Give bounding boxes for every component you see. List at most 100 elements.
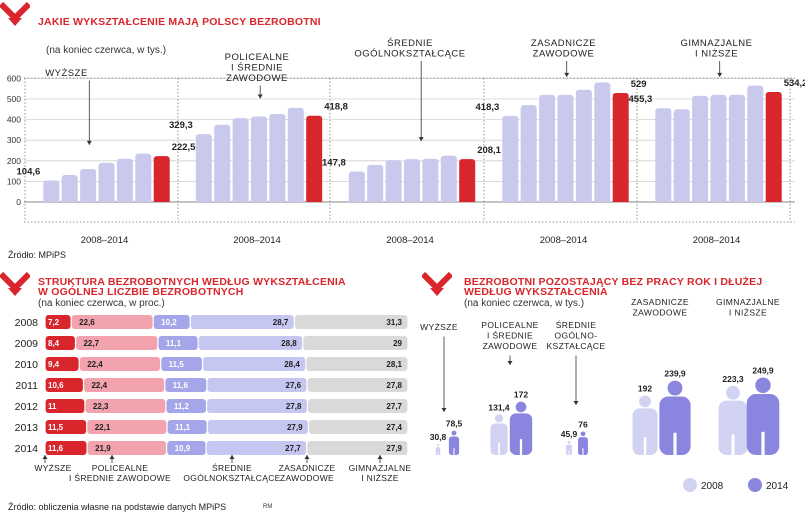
segment-value: 22,3 (93, 402, 109, 411)
year-label: 2012 (15, 401, 39, 413)
segment-value: 22,6 (79, 318, 95, 327)
segment-value: 22,4 (87, 360, 103, 369)
y-tick-label: 500 (7, 94, 21, 104)
value-label-2014: 534,2 (784, 78, 805, 89)
legend-label: ŚREDNIE (212, 462, 252, 473)
chart2-title-line1: STRUKTURA BEZROBOTNYCH WEDŁUG WYKSZTAŁCE… (38, 276, 346, 288)
value-2014: 239,9 (664, 369, 686, 379)
segment-1 (85, 399, 166, 413)
segment-2 (166, 399, 206, 413)
bar-base (98, 199, 115, 202)
segment-2 (167, 441, 206, 455)
bar-base (116, 199, 133, 202)
bar-0-2 (80, 169, 97, 202)
category-label: OGÓLNOKSZTAŁCĄCE (354, 49, 465, 60)
segment-4 (306, 357, 408, 371)
bar-base (269, 199, 286, 202)
legend-2008-swatch (683, 478, 697, 492)
segment-value: 28,4 (284, 360, 300, 369)
segment-4 (303, 336, 408, 350)
person-2014-icon (659, 380, 691, 455)
segment-value: 11,6 (48, 444, 64, 453)
bar-1-0 (195, 134, 212, 202)
bar-4-4 (728, 94, 745, 202)
leader-arrow (257, 94, 263, 99)
year-label: 2008 (15, 317, 39, 329)
group-label: I ŚREDNIE (487, 330, 533, 341)
legend-arrow (42, 455, 48, 459)
unemployed-by-education-chart: 0 100 200 300 400 500 600 104,6 222,5 WYŻSZE 2008–… (7, 37, 805, 246)
segment-value: 28,1 (386, 360, 402, 369)
segment-1 (84, 378, 165, 392)
segment-value: 27,7 (386, 402, 402, 411)
legend-label: WYŻSZE (34, 463, 71, 473)
leader-arrow (717, 72, 723, 77)
segment-0 (45, 399, 85, 413)
category-label: ZAWODOWE (533, 49, 595, 60)
segment-4 (294, 315, 408, 329)
segment-value: 27,8 (386, 381, 402, 390)
value-2008: 30,8 (430, 432, 447, 442)
segment-value: 29 (393, 339, 402, 348)
bar-base (195, 199, 212, 202)
chart3-title-line2: WEDŁUG WYKSZTAŁCENIA (464, 286, 608, 298)
category-label: I ŚREDNIE (231, 62, 283, 74)
y-tick-label: 100 (7, 176, 21, 186)
person-2014-icon (509, 401, 533, 455)
segment-3 (207, 399, 307, 413)
legend-label: ZAWODOWE (280, 473, 334, 483)
bar-base (594, 199, 611, 202)
segment-value: 27,8 (286, 402, 302, 411)
bar-0-1 (61, 175, 78, 202)
bar-base (348, 199, 365, 202)
legend-label: ZASADNICZE (279, 463, 336, 473)
segment-0 (45, 420, 87, 434)
segment-3 (198, 336, 303, 350)
bar-base (655, 199, 672, 202)
segment-4 (309, 420, 408, 434)
person-2014-icon (578, 431, 588, 455)
legend-label: POLICEALNE (92, 463, 148, 473)
value-2014: 249,9 (752, 366, 774, 376)
segment-value: 21,9 (95, 444, 111, 453)
group-label: WYŻSZE (420, 322, 458, 332)
segment-3 (207, 420, 308, 434)
y-tick-label: 0 (16, 197, 21, 207)
bar-4-0 (655, 108, 672, 202)
bar-2-0 (348, 171, 365, 202)
segment-value: 7,2 (48, 318, 60, 327)
bar-base (502, 199, 519, 202)
category-label: ZASADNICZE (531, 38, 596, 49)
author-initials: RM (263, 504, 273, 510)
legend-label: GIMNAZJALNE (349, 463, 412, 473)
person-2008-icon (490, 414, 508, 455)
bar-4-5 (747, 85, 764, 202)
bar-base (765, 199, 782, 202)
segment-value: 11,5 (48, 423, 64, 432)
chart2-source: Źródło: obliczenia własne na podstawie d… (8, 502, 227, 512)
period-label: 2008–2014 (386, 235, 434, 246)
segment-value: 27,9 (386, 444, 402, 453)
bar-0-3 (98, 162, 115, 202)
segment-1 (76, 336, 158, 350)
group-label: I NIŻSZE (729, 308, 767, 318)
year-label: 2013 (15, 422, 39, 434)
leader-arrow (418, 137, 424, 142)
segment-0 (45, 441, 87, 455)
bar-base (459, 199, 476, 202)
segment-value: 10,2 (161, 318, 177, 327)
bar-2-1 (367, 164, 384, 202)
segment-value: 11,1 (166, 339, 182, 348)
value-label-2014: 222,5 (172, 142, 196, 153)
bar-base (214, 199, 231, 202)
y-tick-label: 200 (7, 156, 21, 166)
legend-arrow (304, 455, 310, 459)
category-label: GIMNAZJALNE (680, 38, 752, 49)
bar-base (422, 199, 439, 202)
segment-4 (307, 378, 408, 392)
person-2008-icon (566, 440, 572, 455)
y-tick-label: 300 (7, 135, 21, 145)
person-2008-icon (718, 385, 748, 455)
segment-0 (45, 378, 83, 392)
bar-3-4 (575, 89, 592, 202)
